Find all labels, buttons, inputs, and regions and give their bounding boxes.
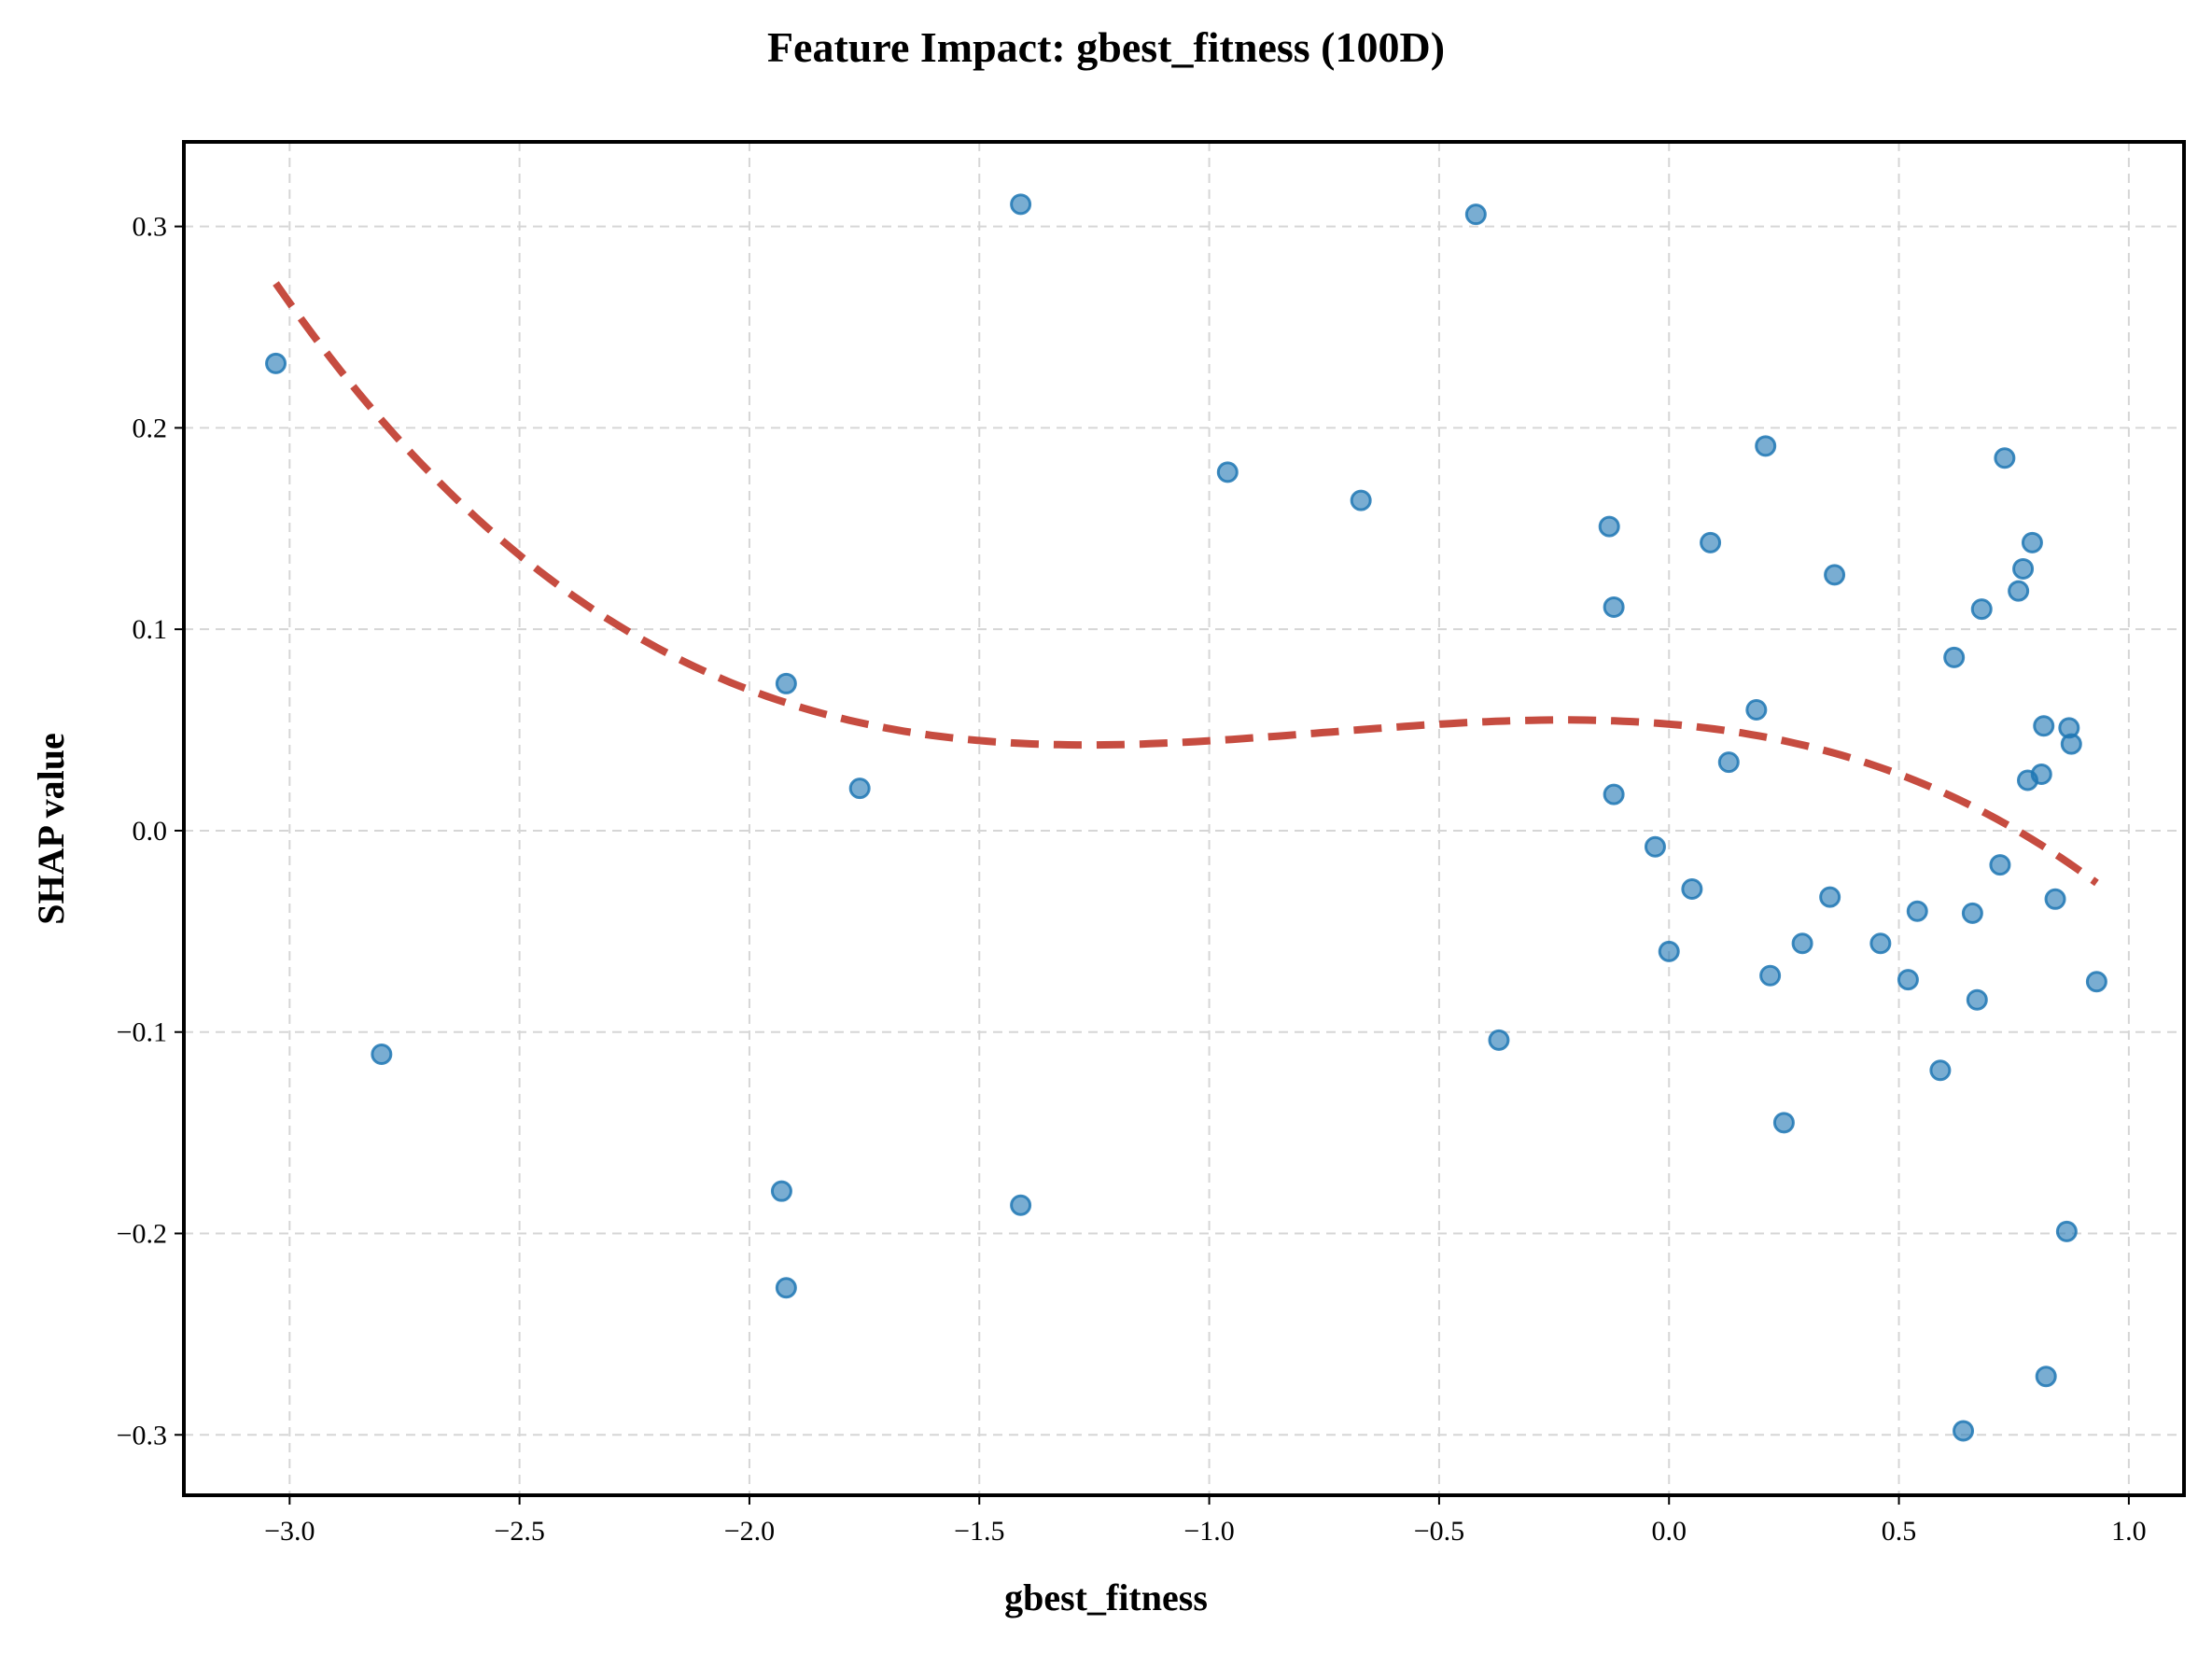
trend-layer xyxy=(273,281,2099,887)
data-point xyxy=(1216,461,1239,483)
data-point xyxy=(2012,557,2035,580)
data-point xyxy=(1966,988,1988,1011)
data-point xyxy=(1929,1059,1952,1082)
data-point xyxy=(1791,932,1813,955)
data-point xyxy=(1819,886,1841,908)
data-point xyxy=(1488,1029,1510,1051)
data-point xyxy=(2085,971,2107,993)
data-point xyxy=(2021,531,2043,553)
x-tick-label: −0.5 xyxy=(1414,1516,1464,1547)
points-layer xyxy=(265,193,2107,1442)
x-tick-label: −1.0 xyxy=(1183,1516,1234,1547)
data-point xyxy=(1464,203,1487,226)
data-point xyxy=(1717,751,1740,774)
data-point xyxy=(2008,580,2030,602)
data-point xyxy=(770,1180,792,1202)
data-point xyxy=(2035,1366,2057,1388)
x-tick-label: 1.0 xyxy=(2111,1516,2147,1547)
y-axis-label: SHAP value xyxy=(30,733,72,925)
data-point xyxy=(1989,854,2011,876)
data-point xyxy=(1970,598,1993,621)
y-tick-label: −0.2 xyxy=(117,1218,167,1249)
y-tick-label: −0.1 xyxy=(117,1017,167,1048)
data-point xyxy=(1010,193,1032,216)
x-tick-label: −3.0 xyxy=(264,1516,315,1547)
x-tick-label: −2.5 xyxy=(494,1516,544,1547)
data-point xyxy=(1906,900,1928,922)
data-point xyxy=(1603,595,1625,618)
data-point xyxy=(265,352,287,374)
data-point xyxy=(1772,1112,1795,1134)
data-point xyxy=(2030,763,2052,786)
data-point xyxy=(1598,515,1620,538)
data-point xyxy=(2060,733,2082,755)
x-tick-label: 0.0 xyxy=(1651,1516,1687,1547)
y-tick-label: −0.3 xyxy=(117,1420,167,1450)
trend-line xyxy=(273,281,2099,887)
y-tick-label: 0.2 xyxy=(133,413,168,443)
data-point xyxy=(1869,932,1892,955)
data-point xyxy=(848,777,871,800)
data-point xyxy=(1824,564,1846,586)
data-point xyxy=(1897,969,1919,991)
data-point xyxy=(1943,646,1966,668)
data-point xyxy=(1961,902,1983,924)
data-point xyxy=(775,672,797,694)
data-point xyxy=(1755,435,1777,457)
data-point xyxy=(1350,489,1372,511)
plot-frame xyxy=(182,140,2186,1497)
data-point xyxy=(1681,878,1703,901)
data-point xyxy=(371,1043,393,1065)
data-point xyxy=(2055,1220,2078,1242)
y-tick-label: 0.3 xyxy=(133,212,168,243)
x-tick-label: 0.5 xyxy=(1882,1516,1917,1547)
data-point xyxy=(1700,531,1722,553)
data-point xyxy=(1658,940,1680,962)
data-point xyxy=(1994,447,2016,469)
data-point xyxy=(1010,1194,1032,1216)
x-tick-label: −1.5 xyxy=(954,1516,1004,1547)
x-axis-label: gbest_fitness xyxy=(1004,1576,1208,1618)
grid-layer xyxy=(184,142,2184,1495)
y-tick-label: 0.1 xyxy=(133,614,168,645)
x-tick-label: −2.0 xyxy=(724,1516,775,1547)
data-point xyxy=(1745,698,1768,721)
chart-title: Feature Impact: gbest_fitness (100D) xyxy=(767,23,1445,71)
data-point xyxy=(1953,1420,1975,1442)
data-point xyxy=(1759,964,1782,987)
data-point xyxy=(2033,715,2055,737)
data-point xyxy=(1603,783,1625,805)
data-point xyxy=(1644,835,1666,858)
ticks-layer: −3.0 −2.5 −2.0 −1.5 −1.0 −0.5 0.0 0.5 1.0 −0.3 −0.… xyxy=(117,212,2147,1547)
data-point xyxy=(775,1277,797,1299)
data-point xyxy=(2044,888,2066,910)
y-tick-label: 0.0 xyxy=(133,816,168,847)
